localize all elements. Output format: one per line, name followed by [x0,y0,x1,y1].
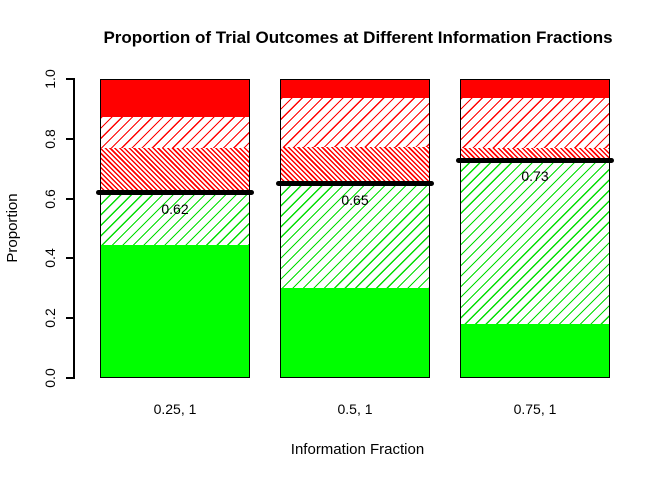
y-axis-title: Proportion [4,193,21,263]
y-tick [66,78,74,80]
chart-title: Proportion of Trial Outcomes at Differen… [103,28,613,47]
segment-red-dense-hatch [461,147,609,161]
threshold-value-label: 0.62 [161,200,189,217]
stacked-bar: 0.73 [456,79,614,378]
segment-solid-green [281,287,429,377]
threshold-value-label: 0.73 [521,168,549,185]
segment-red-dense-hatch [281,145,429,184]
stacked-bar: 0.65 [276,79,434,378]
y-tick-label: 0.6 [42,188,58,209]
y-tick [66,377,74,379]
y-tick-label: 0.2 [42,308,58,328]
segment-red-hatch [101,116,249,149]
y-axis-line [73,78,75,379]
y-tick [66,197,74,200]
segment-solid-green [461,323,609,377]
y-tick-label: 0.8 [42,129,58,149]
stacked-bar: 0.62 [96,79,254,378]
segment-red-hatch [281,96,429,147]
segment-green-hatch [461,159,609,324]
y-tick [66,257,74,260]
x-tick-label: 0.5, 1 [337,401,373,417]
segment-solid-red [461,79,609,98]
segment-solid-red [101,79,249,118]
y-tick-label: 1.0 [42,69,58,89]
threshold-line [456,157,614,163]
threshold-value-label: 0.65 [341,191,369,208]
y-tick [66,137,74,140]
x-tick-label: 0.25, 1 [153,401,197,417]
segment-solid-green [101,244,249,377]
segment-red-dense-hatch [101,147,249,193]
segment-solid-red [281,79,429,98]
threshold-line [276,181,434,187]
y-tick [66,317,74,320]
y-tick-label: 0.0 [42,368,58,388]
segment-green-hatch [101,191,249,245]
segment-green-hatch [281,182,429,288]
x-tick-label: 0.75, 1 [513,401,557,417]
y-tick-label: 0.4 [42,248,58,269]
segment-red-hatch [461,96,609,149]
threshold-line [96,190,254,196]
x-axis-title: Information Fraction [290,441,425,458]
